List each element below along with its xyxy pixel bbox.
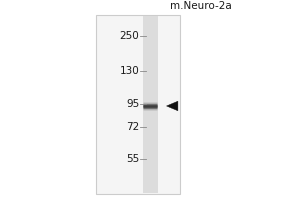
Polygon shape <box>167 101 178 111</box>
FancyBboxPatch shape <box>142 16 158 193</box>
Text: m.Neuro-2a: m.Neuro-2a <box>170 1 232 11</box>
Text: 72: 72 <box>126 122 140 132</box>
FancyBboxPatch shape <box>96 15 180 194</box>
Text: 55: 55 <box>126 154 140 164</box>
Text: 130: 130 <box>120 66 140 76</box>
Text: 95: 95 <box>126 99 140 109</box>
Text: 250: 250 <box>120 31 140 41</box>
